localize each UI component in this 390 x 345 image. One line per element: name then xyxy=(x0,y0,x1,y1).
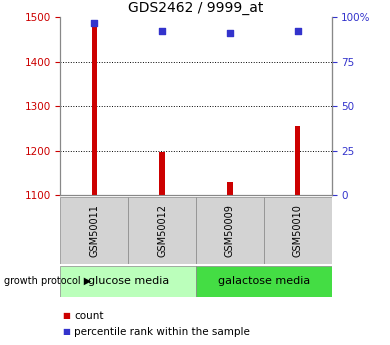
Text: galactose media: galactose media xyxy=(218,276,310,286)
Text: ■: ■ xyxy=(62,327,70,336)
Text: ■: ■ xyxy=(62,311,70,320)
Bar xyxy=(196,197,264,264)
Bar xyxy=(60,197,128,264)
Point xyxy=(227,30,233,36)
Bar xyxy=(227,183,232,195)
Text: percentile rank within the sample: percentile rank within the sample xyxy=(74,327,250,337)
Text: GSM50009: GSM50009 xyxy=(225,204,235,257)
Text: GSM50010: GSM50010 xyxy=(292,204,303,257)
Bar xyxy=(92,25,97,195)
Point xyxy=(294,29,301,34)
Text: count: count xyxy=(74,311,104,321)
Bar xyxy=(128,197,196,264)
Bar xyxy=(196,266,332,297)
Text: GSM50011: GSM50011 xyxy=(89,204,99,257)
Title: GDS2462 / 9999_at: GDS2462 / 9999_at xyxy=(128,1,264,15)
Bar xyxy=(295,126,300,195)
Text: GSM50012: GSM50012 xyxy=(157,204,167,257)
Point xyxy=(159,29,165,34)
Text: growth protocol ▶: growth protocol ▶ xyxy=(4,276,91,286)
Bar xyxy=(60,266,196,297)
Text: glucose media: glucose media xyxy=(88,276,169,286)
Point xyxy=(91,20,98,25)
Bar xyxy=(264,197,332,264)
Bar xyxy=(160,152,165,195)
